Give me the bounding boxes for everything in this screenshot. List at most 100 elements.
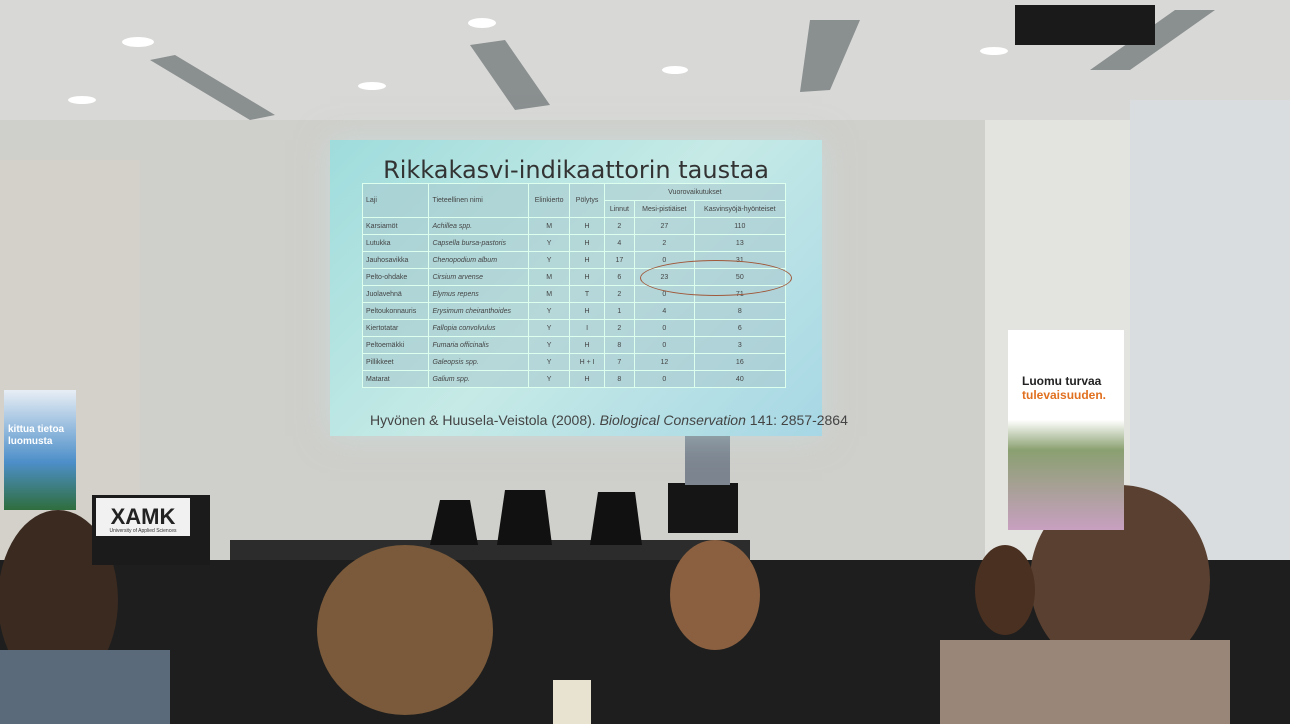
table-cell: Pillikkeet xyxy=(363,354,429,371)
table-cell: 2 xyxy=(604,218,634,235)
table-cell: 6 xyxy=(694,320,785,337)
logo-text: XAMK xyxy=(96,504,190,530)
table-cell: Lutukka xyxy=(363,235,429,252)
lectern xyxy=(668,483,738,533)
table-cell: Galeopsis spp. xyxy=(429,354,528,371)
table-cell: H xyxy=(570,371,604,388)
header-cell: Kasvinsyöjä-hyönteiset xyxy=(694,201,785,218)
table-cell: 4 xyxy=(635,303,695,320)
table-cell: Fallopia convolvulus xyxy=(429,320,528,337)
table-cell: 7 xyxy=(604,354,634,371)
table-cell: 2 xyxy=(604,320,634,337)
table-cell: Y xyxy=(528,235,570,252)
table-cell: M xyxy=(528,269,570,286)
table-cell: I xyxy=(570,320,604,337)
table-cell: H xyxy=(570,337,604,354)
table-cell: Matarat xyxy=(363,371,429,388)
table-cell: Cirsium arvense xyxy=(429,269,528,286)
table-cell: 6 xyxy=(604,269,634,286)
table-cell: H xyxy=(570,269,604,286)
table-cell: H xyxy=(570,235,604,252)
table-cell: H xyxy=(570,218,604,235)
table-cell: H + I xyxy=(570,354,604,371)
citation-authors: Hyvönen & Huusela-Veistola (2008). xyxy=(370,412,596,428)
table-cell: Jauhosavikka xyxy=(363,252,429,269)
table-cell: 12 xyxy=(635,354,695,371)
group-header: Vuorovaikutukset xyxy=(604,184,785,201)
table-cell: Kiertotatar xyxy=(363,320,429,337)
table-cell: 3 xyxy=(694,337,785,354)
poster-text: luomusta xyxy=(8,436,52,447)
table-cell: 8 xyxy=(694,303,785,320)
table-cell: 2 xyxy=(604,286,634,303)
table-cell: M xyxy=(528,218,570,235)
table-cell: 8 xyxy=(604,371,634,388)
table-cell: H xyxy=(570,252,604,269)
header-cell: Linnut xyxy=(604,201,634,218)
table-cell: 8 xyxy=(604,337,634,354)
header-cell: Laji xyxy=(363,184,429,218)
table-cell: Y xyxy=(528,320,570,337)
header-cell: Tieteellinen nimi xyxy=(429,184,528,218)
header-cell: Pölytys xyxy=(570,184,604,218)
table-cell: 16 xyxy=(694,354,785,371)
header-cell: Mesi-pistiäiset xyxy=(635,201,695,218)
banner-text: Luomu turvaa xyxy=(1022,374,1101,388)
citation: Hyvönen & Huusela-Veistola (2008). Biolo… xyxy=(370,412,848,428)
header-cell: Elinkierto xyxy=(528,184,570,218)
citation-pages: 141: 2857-2864 xyxy=(750,412,848,428)
highlight-oval xyxy=(640,260,792,296)
table-cell: 1 xyxy=(604,303,634,320)
table-cell: Elymus repens xyxy=(429,286,528,303)
projector xyxy=(1015,5,1155,45)
table-cell: Y xyxy=(528,371,570,388)
table-cell: Juolavehnä xyxy=(363,286,429,303)
table-cell: 13 xyxy=(694,235,785,252)
table-cell: Peltoemäkki xyxy=(363,337,429,354)
cup xyxy=(553,680,591,724)
poster: kittua tietoa luomusta xyxy=(4,390,76,510)
banner-text: tulevaisuuden. xyxy=(1022,388,1106,402)
table-cell: 40 xyxy=(694,371,785,388)
table-cell: H xyxy=(570,303,604,320)
logo: XAMK University of Applied Sciences xyxy=(96,498,190,536)
table-cell: Capsella bursa-pastoris xyxy=(429,235,528,252)
table-cell: Karsiamöt xyxy=(363,218,429,235)
table-cell: Pelto-ohdake xyxy=(363,269,429,286)
table-cell: Fumaria officinalis xyxy=(429,337,528,354)
table-cell: Y xyxy=(528,303,570,320)
scene: kittua tietoa luomusta XAMK University o… xyxy=(0,0,1290,724)
table-cell: M xyxy=(528,286,570,303)
table-cell: 110 xyxy=(694,218,785,235)
citation-journal: Biological Conservation xyxy=(600,412,746,428)
table-cell: Achillea spp. xyxy=(429,218,528,235)
table-cell: 27 xyxy=(635,218,695,235)
table-cell: 0 xyxy=(635,337,695,354)
table-cell: Y xyxy=(528,337,570,354)
banner: Luomu turvaa tulevaisuuden. xyxy=(1008,330,1124,530)
table-cell: Galium spp. xyxy=(429,371,528,388)
table-cell: 0 xyxy=(635,320,695,337)
table-cell: Chenopodium album xyxy=(429,252,528,269)
table-cell: Y xyxy=(528,252,570,269)
poster-text: kittua tietoa xyxy=(8,424,64,435)
table-cell: 17 xyxy=(604,252,634,269)
table-cell: T xyxy=(570,286,604,303)
table-cell: Y xyxy=(528,354,570,371)
table-cell: Erysimum cheiranthoides xyxy=(429,303,528,320)
table-cell: 2 xyxy=(635,235,695,252)
table-cell: 4 xyxy=(604,235,634,252)
podium: XAMK University of Applied Sciences xyxy=(92,495,210,565)
logo-subtitle: University of Applied Sciences xyxy=(96,528,190,534)
table-cell: 0 xyxy=(635,371,695,388)
slide-title: Rikkakasvi-indikaattorin taustaa xyxy=(330,156,822,184)
